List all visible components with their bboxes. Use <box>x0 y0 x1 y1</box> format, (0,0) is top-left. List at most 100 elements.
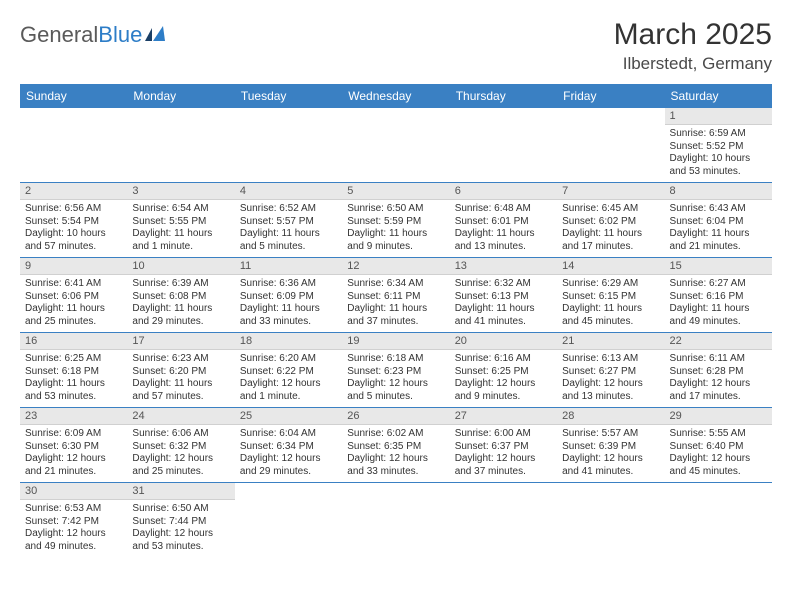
logo-word2: Blue <box>98 22 142 48</box>
sunset-text: Sunset: 6:39 PM <box>562 441 659 454</box>
sunset-text: Sunset: 5:52 PM <box>670 141 767 154</box>
day-number: 6 <box>450 183 557 200</box>
sunrise-text: Sunrise: 6:02 AM <box>347 428 444 441</box>
sunrise-text: Sunrise: 6:06 AM <box>132 428 229 441</box>
day-details: Sunrise: 6:36 AMSunset: 6:09 PMDaylight:… <box>235 275 342 332</box>
calendar-cell: 7Sunrise: 6:45 AMSunset: 6:02 PMDaylight… <box>557 183 664 258</box>
calendar-cell: 21Sunrise: 6:13 AMSunset: 6:27 PMDayligh… <box>557 333 664 408</box>
sunrise-text: Sunrise: 6:23 AM <box>132 353 229 366</box>
day-details: Sunrise: 5:57 AMSunset: 6:39 PMDaylight:… <box>557 425 664 482</box>
sunset-text: Sunset: 6:25 PM <box>455 366 552 379</box>
day-number: 29 <box>665 408 772 425</box>
day-header: Sunday <box>20 84 127 108</box>
daylight-text: Daylight: 12 hours and 25 minutes. <box>132 453 229 478</box>
day-details: Sunrise: 6:00 AMSunset: 6:37 PMDaylight:… <box>450 425 557 482</box>
day-number: 5 <box>342 183 449 200</box>
day-details: Sunrise: 6:16 AMSunset: 6:25 PMDaylight:… <box>450 350 557 407</box>
day-number: 12 <box>342 258 449 275</box>
sunset-text: Sunset: 6:27 PM <box>562 366 659 379</box>
day-details: Sunrise: 5:55 AMSunset: 6:40 PMDaylight:… <box>665 425 772 482</box>
day-details: Sunrise: 6:43 AMSunset: 6:04 PMDaylight:… <box>665 200 772 257</box>
day-header: Friday <box>557 84 664 108</box>
sunrise-text: Sunrise: 5:57 AM <box>562 428 659 441</box>
calendar-cell: 6Sunrise: 6:48 AMSunset: 6:01 PMDaylight… <box>450 183 557 258</box>
sunrise-text: Sunrise: 6:43 AM <box>670 203 767 216</box>
calendar-cell <box>450 108 557 183</box>
day-details: Sunrise: 6:04 AMSunset: 6:34 PMDaylight:… <box>235 425 342 482</box>
calendar-cell: 14Sunrise: 6:29 AMSunset: 6:15 PMDayligh… <box>557 258 664 333</box>
day-details: Sunrise: 6:52 AMSunset: 5:57 PMDaylight:… <box>235 200 342 257</box>
calendar-cell: 16Sunrise: 6:25 AMSunset: 6:18 PMDayligh… <box>20 333 127 408</box>
daylight-text: Daylight: 12 hours and 45 minutes. <box>670 453 767 478</box>
sunrise-text: Sunrise: 6:00 AM <box>455 428 552 441</box>
day-number: 13 <box>450 258 557 275</box>
day-details: Sunrise: 6:59 AMSunset: 5:52 PMDaylight:… <box>665 125 772 182</box>
sunset-text: Sunset: 6:28 PM <box>670 366 767 379</box>
calendar-cell: 10Sunrise: 6:39 AMSunset: 6:08 PMDayligh… <box>127 258 234 333</box>
calendar-cell <box>450 483 557 558</box>
day-number: 7 <box>557 183 664 200</box>
sunset-text: Sunset: 6:35 PM <box>347 441 444 454</box>
day-details: Sunrise: 6:39 AMSunset: 6:08 PMDaylight:… <box>127 275 234 332</box>
sunrise-text: Sunrise: 6:39 AM <box>132 278 229 291</box>
day-number: 16 <box>20 333 127 350</box>
sunset-text: Sunset: 6:30 PM <box>25 441 122 454</box>
calendar-body: 1Sunrise: 6:59 AMSunset: 5:52 PMDaylight… <box>20 108 772 557</box>
daylight-text: Daylight: 12 hours and 41 minutes. <box>562 453 659 478</box>
day-details: Sunrise: 6:50 AMSunset: 7:44 PMDaylight:… <box>127 500 234 557</box>
sunset-text: Sunset: 6:02 PM <box>562 216 659 229</box>
day-header: Monday <box>127 84 234 108</box>
sunset-text: Sunset: 6:16 PM <box>670 291 767 304</box>
sunset-text: Sunset: 6:11 PM <box>347 291 444 304</box>
calendar-cell: 22Sunrise: 6:11 AMSunset: 6:28 PMDayligh… <box>665 333 772 408</box>
page-title: March 2025 <box>614 18 772 52</box>
calendar-cell: 31Sunrise: 6:50 AMSunset: 7:44 PMDayligh… <box>127 483 234 558</box>
day-number: 18 <box>235 333 342 350</box>
daylight-text: Daylight: 11 hours and 1 minute. <box>132 228 229 253</box>
sunrise-text: Sunrise: 6:50 AM <box>347 203 444 216</box>
daylight-text: Daylight: 12 hours and 49 minutes. <box>25 528 122 553</box>
day-details: Sunrise: 6:50 AMSunset: 5:59 PMDaylight:… <box>342 200 449 257</box>
calendar-cell <box>342 108 449 183</box>
day-number: 17 <box>127 333 234 350</box>
sunrise-text: Sunrise: 6:53 AM <box>25 503 122 516</box>
calendar-cell <box>235 483 342 558</box>
sunset-text: Sunset: 6:34 PM <box>240 441 337 454</box>
sunset-text: Sunset: 6:08 PM <box>132 291 229 304</box>
sunrise-text: Sunrise: 6:11 AM <box>670 353 767 366</box>
day-details: Sunrise: 6:20 AMSunset: 6:22 PMDaylight:… <box>235 350 342 407</box>
day-details: Sunrise: 6:25 AMSunset: 6:18 PMDaylight:… <box>20 350 127 407</box>
day-details: Sunrise: 6:11 AMSunset: 6:28 PMDaylight:… <box>665 350 772 407</box>
sunset-text: Sunset: 5:55 PM <box>132 216 229 229</box>
day-details: Sunrise: 6:56 AMSunset: 5:54 PMDaylight:… <box>20 200 127 257</box>
sunset-text: Sunset: 6:23 PM <box>347 366 444 379</box>
sunrise-text: Sunrise: 6:50 AM <box>132 503 229 516</box>
day-details: Sunrise: 6:06 AMSunset: 6:32 PMDaylight:… <box>127 425 234 482</box>
daylight-text: Daylight: 12 hours and 1 minute. <box>240 378 337 403</box>
calendar-cell <box>235 108 342 183</box>
day-number: 20 <box>450 333 557 350</box>
sunrise-text: Sunrise: 6:45 AM <box>562 203 659 216</box>
sunrise-text: Sunrise: 6:13 AM <box>562 353 659 366</box>
calendar-cell: 18Sunrise: 6:20 AMSunset: 6:22 PMDayligh… <box>235 333 342 408</box>
daylight-text: Daylight: 12 hours and 5 minutes. <box>347 378 444 403</box>
calendar-cell: 30Sunrise: 6:53 AMSunset: 7:42 PMDayligh… <box>20 483 127 558</box>
daylight-text: Daylight: 11 hours and 29 minutes. <box>132 303 229 328</box>
sunrise-text: Sunrise: 6:04 AM <box>240 428 337 441</box>
day-number: 22 <box>665 333 772 350</box>
day-details: Sunrise: 6:27 AMSunset: 6:16 PMDaylight:… <box>665 275 772 332</box>
day-details: Sunrise: 6:32 AMSunset: 6:13 PMDaylight:… <box>450 275 557 332</box>
sunset-text: Sunset: 6:18 PM <box>25 366 122 379</box>
sunrise-text: Sunrise: 6:25 AM <box>25 353 122 366</box>
day-number: 24 <box>127 408 234 425</box>
calendar-cell: 23Sunrise: 6:09 AMSunset: 6:30 PMDayligh… <box>20 408 127 483</box>
sunset-text: Sunset: 5:59 PM <box>347 216 444 229</box>
daylight-text: Daylight: 11 hours and 57 minutes. <box>132 378 229 403</box>
daylight-text: Daylight: 11 hours and 9 minutes. <box>347 228 444 253</box>
sunrise-text: Sunrise: 6:09 AM <box>25 428 122 441</box>
day-number: 1 <box>665 108 772 125</box>
day-details: Sunrise: 6:34 AMSunset: 6:11 PMDaylight:… <box>342 275 449 332</box>
day-number: 10 <box>127 258 234 275</box>
sunset-text: Sunset: 5:57 PM <box>240 216 337 229</box>
sunrise-text: Sunrise: 6:48 AM <box>455 203 552 216</box>
